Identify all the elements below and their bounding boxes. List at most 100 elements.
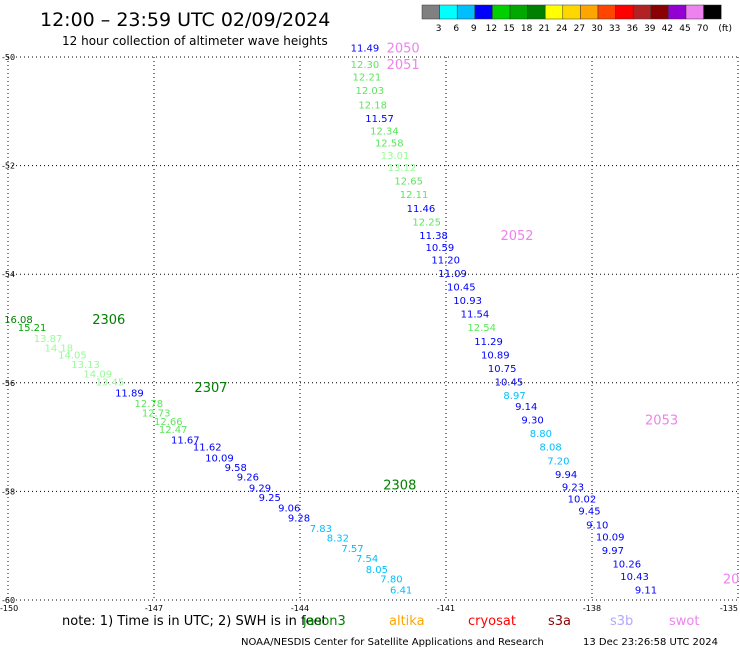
swh-value-jason3: 7.80: [380, 575, 402, 586]
lat-lon-grid: [7, 56, 739, 601]
scale-swatch-4: [492, 4, 511, 20]
swh-value-swot: 13.12: [388, 163, 417, 174]
track-time-label-swot: 2050: [387, 42, 420, 57]
scale-swatch-0: [421, 4, 440, 20]
swh-value-swot: 10.43: [620, 572, 649, 583]
swh-value-swot: 12.65: [394, 177, 423, 188]
swh-value-swot: 12.25: [412, 217, 441, 228]
scale-swatch-16: [703, 4, 722, 20]
swh-value-swot: 13.01: [381, 151, 410, 162]
swh-value-swot: 7.20: [547, 456, 569, 467]
swh-value-swot: 11.20: [431, 255, 460, 266]
scale-swatch-7: [544, 4, 564, 20]
swh-value-swot: 12.11: [400, 190, 429, 201]
swh-value-jason3: 9.28: [288, 513, 310, 524]
scale-swatch-3: [474, 4, 493, 20]
swh-value-swot: 11.54: [461, 310, 490, 321]
longitude-tick-labels: -150 -147 -144 -141 -138 -135: [0, 604, 738, 613]
scale-label: 33: [609, 24, 620, 34]
scale-swatch-11: [615, 4, 634, 20]
swh-value-jason3: 9.25: [259, 493, 281, 504]
swh-value-jason3: 10.09: [205, 454, 234, 465]
track-time-label-jason3: 2306: [92, 313, 125, 328]
lat-tick-label: -60: [2, 596, 15, 605]
satellite-legend: jason3 altika cryosat s3a s3b swot: [302, 614, 699, 629]
scale-label: (ft): [718, 24, 732, 34]
scale-swatch-15: [685, 4, 704, 20]
swh-value-swot: 12.54: [467, 323, 496, 334]
satellite-legend-swot: swot: [669, 614, 699, 629]
swh-value-swot: 10.93: [453, 296, 482, 307]
swh-value-swot: 9.11: [635, 585, 657, 596]
track-time-label-jason3: 2308: [383, 479, 416, 494]
lon-tick-label: -135: [720, 604, 738, 613]
page-subtitle: 12 hour collection of altimeter wave hei…: [62, 34, 328, 48]
swh-value-swot: 8.80: [530, 429, 552, 440]
satellite-legend-cryosat: cryosat: [468, 614, 516, 629]
swh-value-swot: 11.38: [419, 231, 448, 242]
swh-value-swot: 10.02: [568, 494, 597, 505]
swh-value-jason3: 11.62: [193, 443, 222, 454]
swh-value-jason3: 9.06: [278, 503, 300, 514]
page-title: 12:00 – 23:59 UTC 02/09/2024: [40, 9, 330, 31]
track-time-label-swot: 2052: [500, 229, 533, 244]
swh-value-jason3: 7.54: [356, 554, 378, 565]
swh-value-swot: 11.46: [407, 204, 436, 215]
swh-value-swot: 12.03: [355, 86, 384, 97]
swh-value-swot: 11.57: [365, 114, 394, 125]
track-time-label-swot: 2051: [387, 58, 420, 73]
scale-label: 70: [697, 24, 709, 34]
swh-value-jason3: 13.87: [34, 334, 63, 345]
swh-value-swot: 11.29: [474, 337, 503, 348]
swh-value-jason3: 15.21: [18, 323, 47, 334]
swh-value-jason3: 13.45: [96, 378, 125, 389]
swh-value-swot: 9.94: [555, 470, 577, 481]
swh-value-jason3: 7.83: [310, 524, 332, 535]
swh-value-swot: 9.10: [586, 520, 608, 531]
swh-value-jason3: 6.41: [390, 585, 412, 596]
swh-value-swot: 9.23: [562, 482, 584, 493]
lat-tick-label: -50: [2, 53, 15, 62]
lat-tick-label: -58: [2, 487, 15, 496]
swh-value-swot: 12.30: [351, 60, 380, 71]
swh-value-jason3: 14.05: [58, 350, 87, 361]
swh-value-jason3: 9.26: [237, 473, 259, 484]
swh-value-swot: 8.08: [539, 443, 561, 454]
scale-label: 21: [538, 24, 549, 34]
lon-tick-label: -150: [0, 604, 18, 613]
lon-tick-label: -138: [583, 604, 601, 613]
scale-swatch-14: [668, 4, 687, 20]
scale-swatch-6: [527, 4, 546, 20]
footer-note: note: 1) Time is in UTC; 2) SWH is in fe…: [62, 614, 327, 629]
satellite-legend-altika: altika: [389, 614, 425, 629]
scale-swatch-8: [562, 4, 581, 20]
scale-label: 18: [521, 24, 533, 34]
swh-value-jason3: 12.47: [159, 425, 188, 436]
footer-timestamp: 13 Dec 23:26:58 UTC 2024: [583, 637, 718, 648]
swh-value-jason3: 9.58: [225, 463, 247, 474]
scale-label: 12: [486, 24, 497, 34]
scale-label: 42: [662, 24, 673, 34]
swh-value-swot: 8.97: [503, 391, 525, 402]
scale-swatch-5: [509, 4, 528, 20]
scale-swatch-12: [632, 4, 652, 20]
swh-value-swot: 12.18: [358, 101, 387, 112]
swh-value-jason3: 12.66: [154, 417, 183, 428]
track-time-label-swot: 2053: [645, 414, 678, 429]
swh-value-swot: 9.14: [515, 402, 537, 413]
lat-tick-label: -56: [2, 379, 15, 388]
swh-value-swot: 10.75: [488, 364, 517, 375]
swh-value-jason3: 16.08: [4, 315, 33, 326]
swh-value-swot: 12.34: [370, 127, 399, 138]
swh-value-swot: 9.97: [602, 546, 624, 557]
scale-label: 24: [556, 24, 568, 34]
color-scale-legend: 3 6 9 12 15 18 21 24 27 30 33 36 39 42 45 70 (ft): [421, 4, 732, 34]
swh-value-swot: 10.45: [447, 282, 476, 293]
scale-swatch-9: [580, 4, 599, 20]
latitude-tick-labels: -50 -52 -54 -56 -58 -60: [2, 53, 15, 605]
swh-value-jason3: 12.73: [142, 408, 171, 419]
swh-value-swot: 10.59: [426, 243, 455, 254]
swh-value-jason3: 14.09: [83, 369, 112, 380]
